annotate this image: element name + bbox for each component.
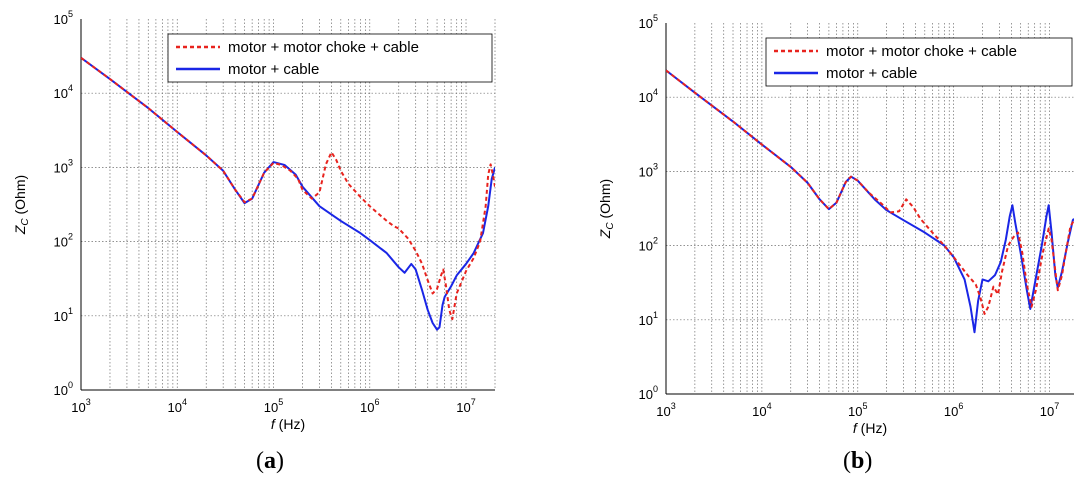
x-tick-label: 104	[752, 401, 771, 419]
y-tick-label: 100	[639, 384, 658, 402]
y-tick-label: 101	[54, 306, 73, 324]
caption-a-close: )	[276, 448, 284, 474]
caption-b-close: )	[864, 448, 873, 474]
legend-label: motor + cable	[826, 65, 917, 82]
x-tick-label: 103	[656, 401, 675, 419]
legend: motor + motor choke + cable motor + cable	[167, 33, 493, 83]
y-tick-label: 100	[54, 380, 73, 398]
caption-a-letter: a	[264, 448, 276, 474]
caption-b-open: (	[843, 448, 851, 474]
grid	[665, 23, 1074, 394]
legend: motor + motor choke + cable motor + cable	[765, 37, 1073, 87]
legend-label: motor + motor choke + cable	[826, 43, 1017, 60]
y-axis-label: ZC (Ohm)	[597, 179, 616, 239]
caption-b: (b)	[843, 448, 872, 475]
x-tick-label: 103	[71, 397, 90, 415]
x-tick-label: 107	[456, 397, 475, 415]
x-tick-label: 106	[944, 401, 963, 419]
x-tick-label: 106	[360, 397, 379, 415]
series-line-motor-cable	[666, 69, 1074, 334]
x-tick-label: 104	[168, 397, 187, 415]
x-tick-label: 105	[848, 401, 867, 419]
caption-b-letter: b	[851, 448, 865, 474]
caption-a-open: (	[256, 448, 264, 474]
y-tick-label: 101	[639, 310, 658, 328]
legend-box	[167, 33, 493, 83]
y-tick-label: 104	[54, 83, 73, 101]
y-tick-label: 105	[639, 13, 658, 31]
y-tick-label: 103	[639, 161, 658, 179]
x-axis-label: f (Hz)	[271, 416, 305, 432]
y-tick-label: 104	[639, 87, 658, 105]
legend-label: motor + motor choke + cable	[228, 39, 419, 56]
y-tick-label: 103	[54, 157, 73, 175]
y-tick-label: 105	[54, 9, 73, 27]
grid	[80, 19, 496, 390]
x-tick-label: 105	[264, 397, 283, 415]
legend-label: motor + cable	[228, 61, 319, 78]
series-line-choke	[666, 69, 1074, 315]
x-tick-label: 107	[1040, 401, 1059, 419]
y-tick-label: 102	[639, 236, 658, 254]
series-line-choke	[81, 56, 495, 321]
legend-box	[765, 37, 1073, 87]
caption-a: (a)	[256, 448, 284, 475]
y-axis-label: ZC (Ohm)	[12, 175, 31, 235]
y-tick-label: 102	[54, 232, 73, 250]
x-axis-label: f (Hz)	[853, 420, 887, 436]
